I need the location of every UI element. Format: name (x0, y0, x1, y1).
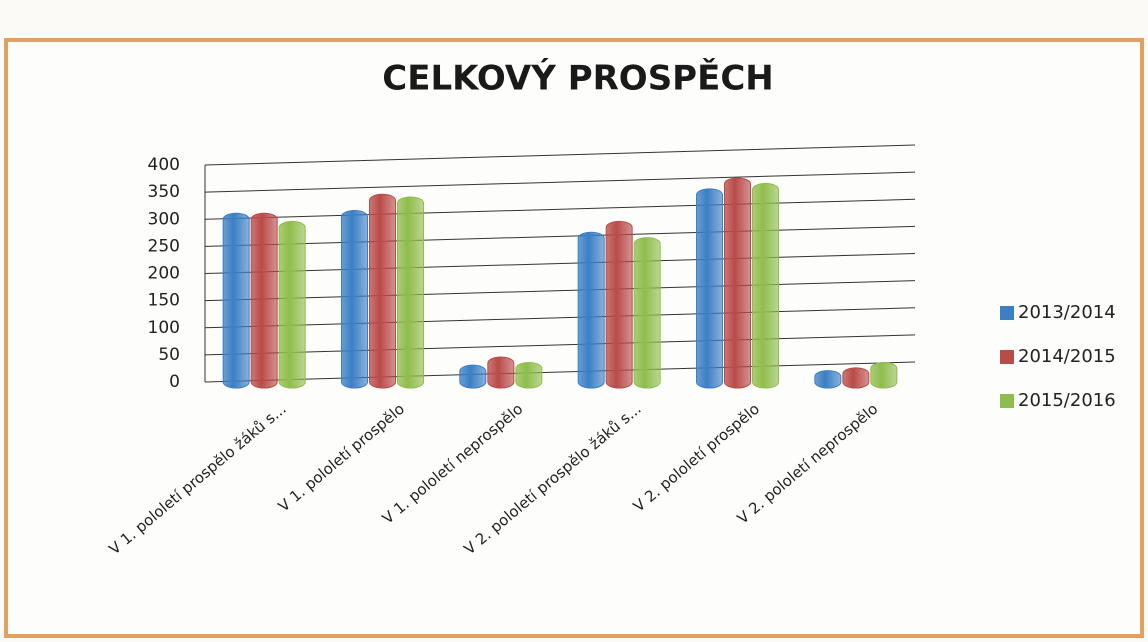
y-tick-label: 400 (148, 155, 180, 175)
bar (577, 231, 605, 389)
legend-swatch (1000, 394, 1014, 408)
grid-line (204, 307, 916, 329)
grid-line (204, 361, 916, 383)
y-tick-label: 350 (148, 182, 180, 202)
grid-line (204, 225, 916, 247)
y-tick-label: 50 (158, 345, 180, 365)
bar (222, 212, 250, 389)
bar (369, 193, 396, 389)
chart-title: CELKOVÝ PROSPĚCH (382, 58, 773, 99)
grid-line (204, 253, 916, 274)
bar (605, 220, 633, 389)
y-tick-label: 0 (169, 372, 180, 392)
bar (870, 361, 898, 389)
bar (459, 364, 487, 389)
y-tick-label: 150 (148, 291, 180, 311)
bar (696, 188, 723, 389)
bar (752, 182, 779, 389)
bar (814, 370, 842, 389)
legend-swatch (1000, 350, 1014, 364)
legend-label: 2013/2014 (1018, 302, 1116, 323)
y-tick-label: 100 (148, 318, 180, 338)
chart-frame (4, 38, 1144, 638)
bar (633, 237, 661, 389)
bar (341, 210, 368, 389)
grid-line (204, 198, 916, 220)
bar (515, 361, 543, 389)
bar (724, 177, 751, 389)
grid-line (204, 171, 916, 193)
legend-swatch (1000, 306, 1014, 320)
y-tick-label: 250 (148, 236, 180, 256)
legend-label: 2014/2015 (1018, 346, 1116, 367)
grid-line (204, 144, 916, 166)
bar (250, 212, 278, 389)
bar (278, 220, 306, 389)
grid-line (204, 334, 916, 356)
bar (842, 367, 870, 389)
bar (397, 196, 424, 389)
bar (487, 356, 515, 389)
y-tick-label: 300 (148, 209, 180, 229)
legend-label: 2015/2016 (1018, 390, 1116, 411)
y-tick-label: 200 (148, 264, 180, 284)
grid-line (204, 280, 916, 302)
